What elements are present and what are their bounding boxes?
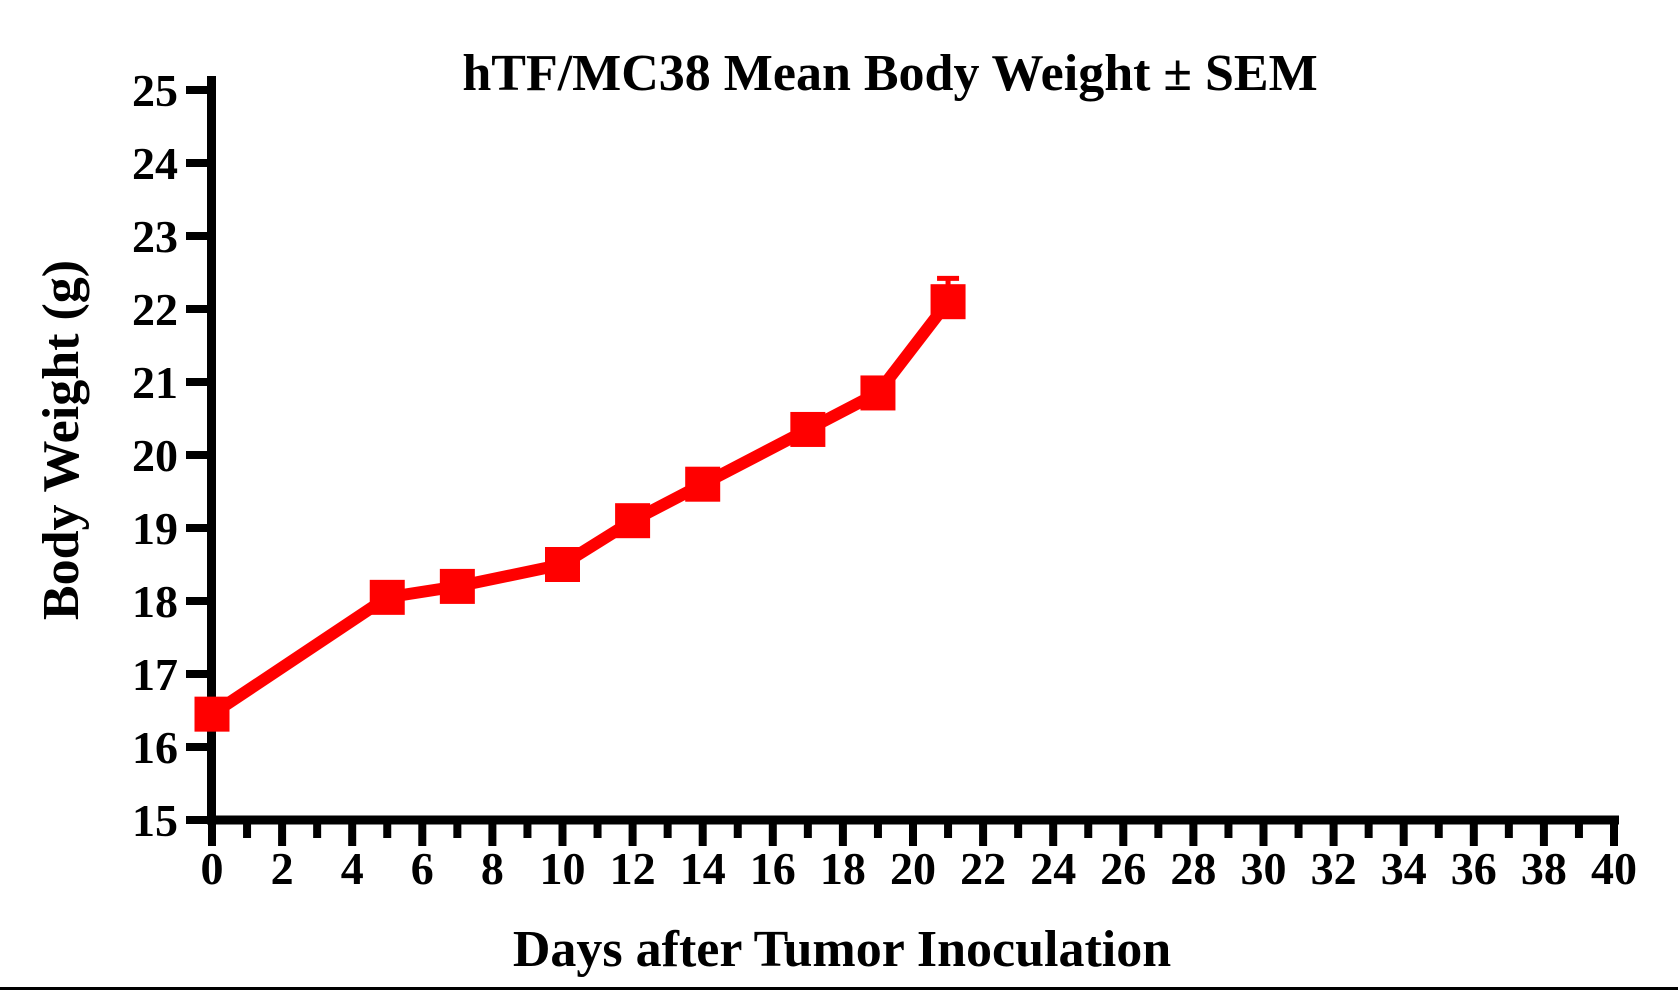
series-line [208,298,953,720]
data-point-marker [930,284,966,320]
x-tick-label: 6 [411,843,434,894]
data-point-marker [194,696,230,732]
y-tick-label: 25 [132,65,178,116]
y-tick-label: 23 [132,211,178,262]
y-tick-label: 20 [132,430,178,481]
x-tick-label: 14 [680,843,726,894]
x-tick-label: 4 [341,843,364,894]
x-tick-label: 8 [481,843,504,894]
x-tick-label: 38 [1521,843,1567,894]
x-tick-label: 12 [610,843,656,894]
chart-title: hTF/MC38 Mean Body Weight ± SEM [462,45,1318,102]
x-tick-label: 32 [1311,843,1357,894]
x-axis-title: Days after Tumor Inoculation [512,921,1172,978]
data-point-marker [790,411,826,447]
data-point-marker [860,375,896,411]
x-tick-label: 22 [960,843,1006,894]
y-tick-label: 19 [132,503,178,554]
x-tick-label: 26 [1100,843,1146,894]
x-tick-label: 28 [1170,843,1216,894]
data-point-marker [615,503,651,539]
x-tick-label: 36 [1451,843,1497,894]
y-tick-label: 18 [132,576,178,627]
x-tick-label: 18 [820,843,866,894]
y-tick-label: 22 [132,284,178,335]
bottom-border-line [0,987,1678,990]
y-tick-label: 17 [132,649,178,700]
y-tick-label: 16 [132,722,178,773]
x-tick-label: 20 [890,843,936,894]
y-tick-label: 15 [132,795,178,846]
x-tick-label: 2 [271,843,294,894]
data-point-marker [369,579,405,615]
x-tick-label: 34 [1381,843,1427,894]
x-tick-label: 30 [1241,843,1287,894]
data-point-marker [545,547,580,582]
x-tick-label: 16 [750,843,796,894]
y-tick-label: 24 [132,138,178,189]
x-tick-label: 0 [201,843,224,894]
data-point-marker [685,466,721,502]
x-tick-label: 10 [540,843,586,894]
x-tick-label: 40 [1591,843,1637,894]
y-tick-label: 21 [132,357,178,408]
x-tick-label: 24 [1030,843,1076,894]
data-point-marker [439,568,475,604]
